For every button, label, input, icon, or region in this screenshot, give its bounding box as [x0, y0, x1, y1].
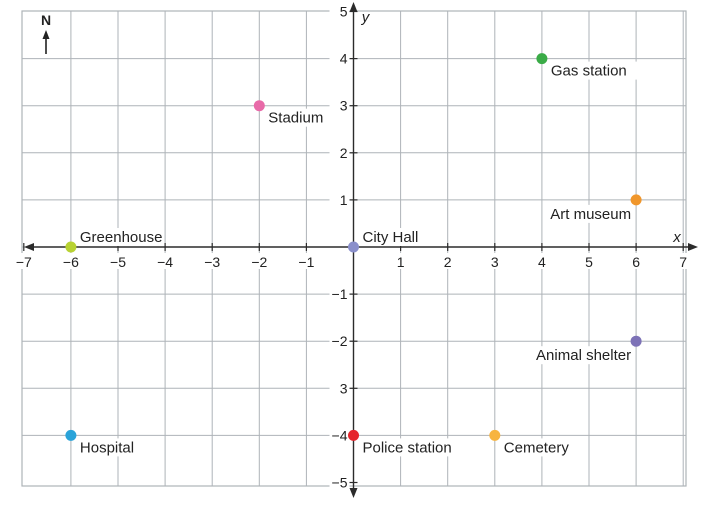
hospital-point — [65, 429, 77, 441]
y-tick-label: −1 — [332, 286, 348, 302]
location-art-museum: Art museum — [548, 194, 642, 223]
x-tick-label-bg — [155, 253, 176, 269]
x-tick-label-bg — [249, 253, 270, 269]
north-label: N — [41, 12, 51, 28]
x-tick-label: −1 — [298, 254, 314, 270]
location-gas-station: Gas station — [536, 53, 642, 80]
x-tick-label: 3 — [491, 254, 499, 270]
location-city-hall: City Hall — [348, 228, 438, 253]
hospital-label: Hospital — [80, 439, 134, 456]
x-tick-label-bg — [673, 253, 694, 269]
cemetery-label: Cemetery — [504, 439, 570, 456]
city-hall-point — [348, 241, 359, 253]
x-tick-label-bg — [531, 253, 552, 269]
x-tick-label-bg — [60, 253, 81, 269]
location-animal-shelter: Animal shelter — [515, 335, 642, 365]
x-axis-label: x — [672, 229, 681, 246]
x-tick-label: −3 — [204, 254, 220, 270]
location-greenhouse: Greenhouse — [65, 228, 163, 253]
y-tick-label: 3 — [340, 380, 348, 396]
x-tick-label-bg — [108, 253, 128, 269]
north-compass: N — [41, 12, 51, 54]
animal-shelter-label-bg — [515, 346, 634, 365]
y-tick-label: −5 — [332, 475, 348, 491]
greenhouse-point — [65, 241, 77, 253]
y-tick-label-bg — [329, 473, 350, 491]
y-tick-label-bg — [329, 379, 350, 397]
x-axis-arrow-left — [24, 243, 34, 251]
art-museum-label: Art museum — [550, 206, 631, 223]
greenhouse-label-bg — [77, 228, 163, 246]
gas-station-label-bg — [548, 61, 642, 80]
x-tick-label: 4 — [538, 254, 546, 270]
x-tick-label: 5 — [585, 254, 593, 270]
x-tick-label: 1 — [397, 254, 405, 270]
location-police-station: Police station — [348, 429, 478, 457]
north-arrow-icon — [42, 30, 50, 54]
y-tick-label-bg — [329, 332, 350, 350]
location-points: Gas station Stadium Art museum Greenhouse Ci… — [65, 53, 642, 457]
y-tick-label: 2 — [340, 145, 348, 161]
stadium-point — [253, 100, 265, 112]
x-tick-label: −6 — [63, 254, 79, 270]
hospital-label-bg — [77, 438, 147, 457]
gas-station-point — [536, 53, 548, 65]
x-tick-label: −5 — [110, 254, 126, 270]
city-hall-label-bg — [360, 228, 438, 246]
greenhouse-label: Greenhouse — [80, 229, 163, 246]
police-station-label: Police station — [363, 439, 452, 456]
police-station-point — [348, 429, 359, 441]
y-tick-label-bg — [329, 2, 350, 20]
y-axis-arrow-down — [349, 488, 358, 498]
cemetery-label-bg — [501, 438, 571, 457]
police-station-label-bg — [360, 438, 478, 457]
stadium-label: Stadium — [268, 110, 323, 127]
x-tick-label-bg — [579, 253, 599, 269]
y-tick-label: 5 — [340, 4, 348, 20]
x-tick-label: −4 — [157, 254, 173, 270]
x-axis-arrow-right — [688, 243, 698, 251]
x-tick-label: −7 — [16, 254, 32, 270]
x-tick-label-bg — [437, 253, 458, 269]
cemetery-point — [489, 429, 501, 441]
y-axis-label: y — [361, 9, 371, 26]
y-tick-label: 3 — [340, 98, 348, 114]
art-museum-label-bg — [548, 204, 634, 223]
y-tick-label: −2 — [332, 333, 348, 349]
x-tick-label-bg — [484, 253, 505, 269]
y-tick-label: −4 — [332, 427, 348, 443]
x-tick-label-bg — [390, 253, 411, 269]
y-tick-label-bg — [329, 190, 350, 208]
art-museum-point — [630, 194, 642, 206]
x-tick-label-bg — [626, 253, 647, 269]
animal-shelter-label: Animal shelter — [536, 347, 631, 364]
location-cemetery: Cemetery — [489, 429, 571, 457]
x-tick-label: 2 — [444, 254, 452, 270]
y-tick-label: 1 — [340, 192, 348, 208]
y-tick-label-bg — [329, 49, 350, 67]
y-tick-label-bg — [329, 285, 350, 303]
x-tick-label: −2 — [251, 254, 267, 270]
y-tick-label-bg — [329, 143, 350, 161]
y-tick-label-bg — [329, 96, 350, 114]
x-tick-label: 7 — [679, 254, 687, 270]
tick-labels: −7 −6 −5 −4 −3 −2 −1 1 2 3 4 5 6 7 5 4 3 2 1 −1 −2 3 −4 −5 — [13, 2, 694, 491]
y-tick-label-bg — [329, 426, 350, 444]
stadium-label-bg — [266, 108, 327, 127]
x-tick-label-bg — [296, 253, 317, 269]
gas-station-label: Gas station — [551, 63, 627, 80]
x-tick-label: 6 — [632, 254, 640, 270]
x-tick-label-bg — [202, 253, 223, 269]
y-tick-label: 4 — [340, 51, 348, 67]
axes: xy — [23, 2, 698, 498]
x-tick-label-bg — [13, 253, 34, 269]
location-stadium: Stadium — [253, 100, 327, 127]
animal-shelter-point — [630, 335, 642, 347]
location-hospital: Hospital — [65, 429, 147, 457]
city-hall-label: City Hall — [363, 229, 419, 246]
y-axis-arrow-up — [349, 2, 358, 12]
